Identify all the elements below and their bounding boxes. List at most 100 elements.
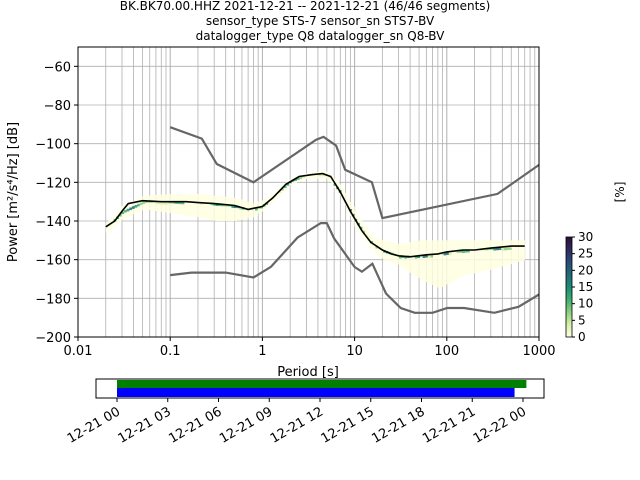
- psd-cell: [346, 208, 350, 211]
- psd-cell: [438, 242, 442, 246]
- psd-cell: [448, 267, 452, 271]
- psd-cell: [469, 271, 473, 274]
- psd-cell: [346, 202, 350, 206]
- psd-cell: [435, 255, 439, 258]
- psd-cell: [485, 255, 489, 258]
- psd-cell: [443, 252, 447, 256]
- psd-cell: [477, 240, 481, 243]
- psd-cell: [514, 260, 518, 263]
- psd-cell: [498, 264, 502, 268]
- psd-cell: [490, 254, 494, 258]
- psd-cell: [501, 263, 505, 267]
- psd-cell: [362, 230, 366, 234]
- psd-cell: [218, 198, 222, 202]
- psd-cell: [325, 176, 329, 179]
- psd-cell: [438, 285, 442, 289]
- psd-cell: [265, 200, 269, 203]
- psd-cell: [147, 205, 151, 208]
- psd-cell: [425, 272, 429, 275]
- psd-cell: [181, 196, 185, 200]
- psd-cell: [262, 201, 266, 205]
- psd-cell: [448, 272, 452, 276]
- psd-cell: [171, 206, 175, 209]
- psd-cell: [317, 174, 321, 177]
- psd-cell: [461, 252, 465, 256]
- psd-cell: [231, 205, 235, 208]
- psd-cell: [438, 270, 442, 274]
- psd-cell: [202, 206, 206, 209]
- psd-cell: [419, 255, 423, 258]
- psd-cell: [495, 245, 499, 248]
- psd-cell: [433, 273, 436, 277]
- psd-cell: [433, 245, 436, 248]
- psd-cell: [218, 208, 222, 212]
- psd-cell: [417, 272, 421, 276]
- psd-cell: [388, 259, 392, 262]
- psd-cell: [194, 198, 198, 202]
- psd-cell: [464, 264, 468, 268]
- psd-cell: [116, 219, 120, 222]
- psd-cell: [200, 209, 203, 213]
- psd-cell: [456, 245, 460, 248]
- psd-cell: [443, 268, 447, 271]
- psd-cell: [388, 241, 392, 245]
- psd-cell: [179, 211, 182, 215]
- psd-cell: [391, 250, 395, 253]
- psd-cell: [341, 197, 345, 201]
- psd-cell: [234, 213, 237, 216]
- psd-cell: [391, 242, 395, 245]
- psd-cell: [210, 212, 214, 216]
- psd-cell: [503, 252, 507, 256]
- psd-cell: [482, 242, 486, 246]
- psd-cell: [501, 255, 505, 259]
- psd-cell: [370, 235, 374, 239]
- psd-cell: [427, 247, 431, 251]
- psd-cell: [257, 204, 261, 207]
- psd-cell: [446, 262, 450, 265]
- psd-cell: [181, 204, 185, 208]
- psd-cell: [501, 248, 505, 251]
- y-tick-label: −140: [35, 215, 71, 230]
- psd-cell: [495, 240, 499, 243]
- psd-cell: [186, 205, 190, 209]
- psd-cell: [142, 195, 146, 199]
- psd-cell: [315, 172, 319, 175]
- x-tick-label: 0.1: [160, 344, 181, 359]
- psd-cell: [414, 241, 418, 244]
- psd-cell: [446, 245, 450, 248]
- psd-cell: [422, 278, 426, 281]
- psd-cell: [404, 261, 408, 265]
- psd-cell: [205, 204, 209, 207]
- psd-cell: [171, 198, 175, 202]
- psd-cell: [155, 201, 159, 205]
- psd-cell: [226, 209, 230, 212]
- psd-cell: [464, 252, 468, 256]
- psd-cell: [176, 193, 180, 197]
- psd-cell: [341, 188, 345, 191]
- psd-cell: [236, 203, 240, 206]
- psd-cell: [210, 205, 214, 208]
- psd-cell: [467, 240, 471, 243]
- psd-cell: [461, 242, 465, 246]
- psd-cell: [485, 260, 489, 263]
- psd-cell: [467, 242, 471, 246]
- psd-cell: [158, 209, 162, 212]
- psd-cell: [155, 206, 159, 209]
- psd-cell: [495, 247, 499, 251]
- psd-cell: [459, 262, 463, 265]
- psd-cell: [404, 243, 408, 246]
- psd-cell: [503, 258, 507, 261]
- psd-cell: [493, 248, 497, 251]
- psd-cell: [197, 209, 201, 212]
- psd-cell: [425, 257, 429, 261]
- psd-cell: [498, 240, 502, 243]
- psd-cell: [412, 261, 416, 265]
- y-tick-label: −100: [35, 138, 71, 153]
- psd-cell: [189, 213, 193, 216]
- psd-cell: [404, 264, 408, 267]
- psd-cell: [464, 269, 468, 273]
- psd-cell: [485, 242, 489, 246]
- psd-cell: [181, 207, 185, 210]
- psd-cell: [490, 242, 494, 246]
- psd-cell: [228, 211, 232, 214]
